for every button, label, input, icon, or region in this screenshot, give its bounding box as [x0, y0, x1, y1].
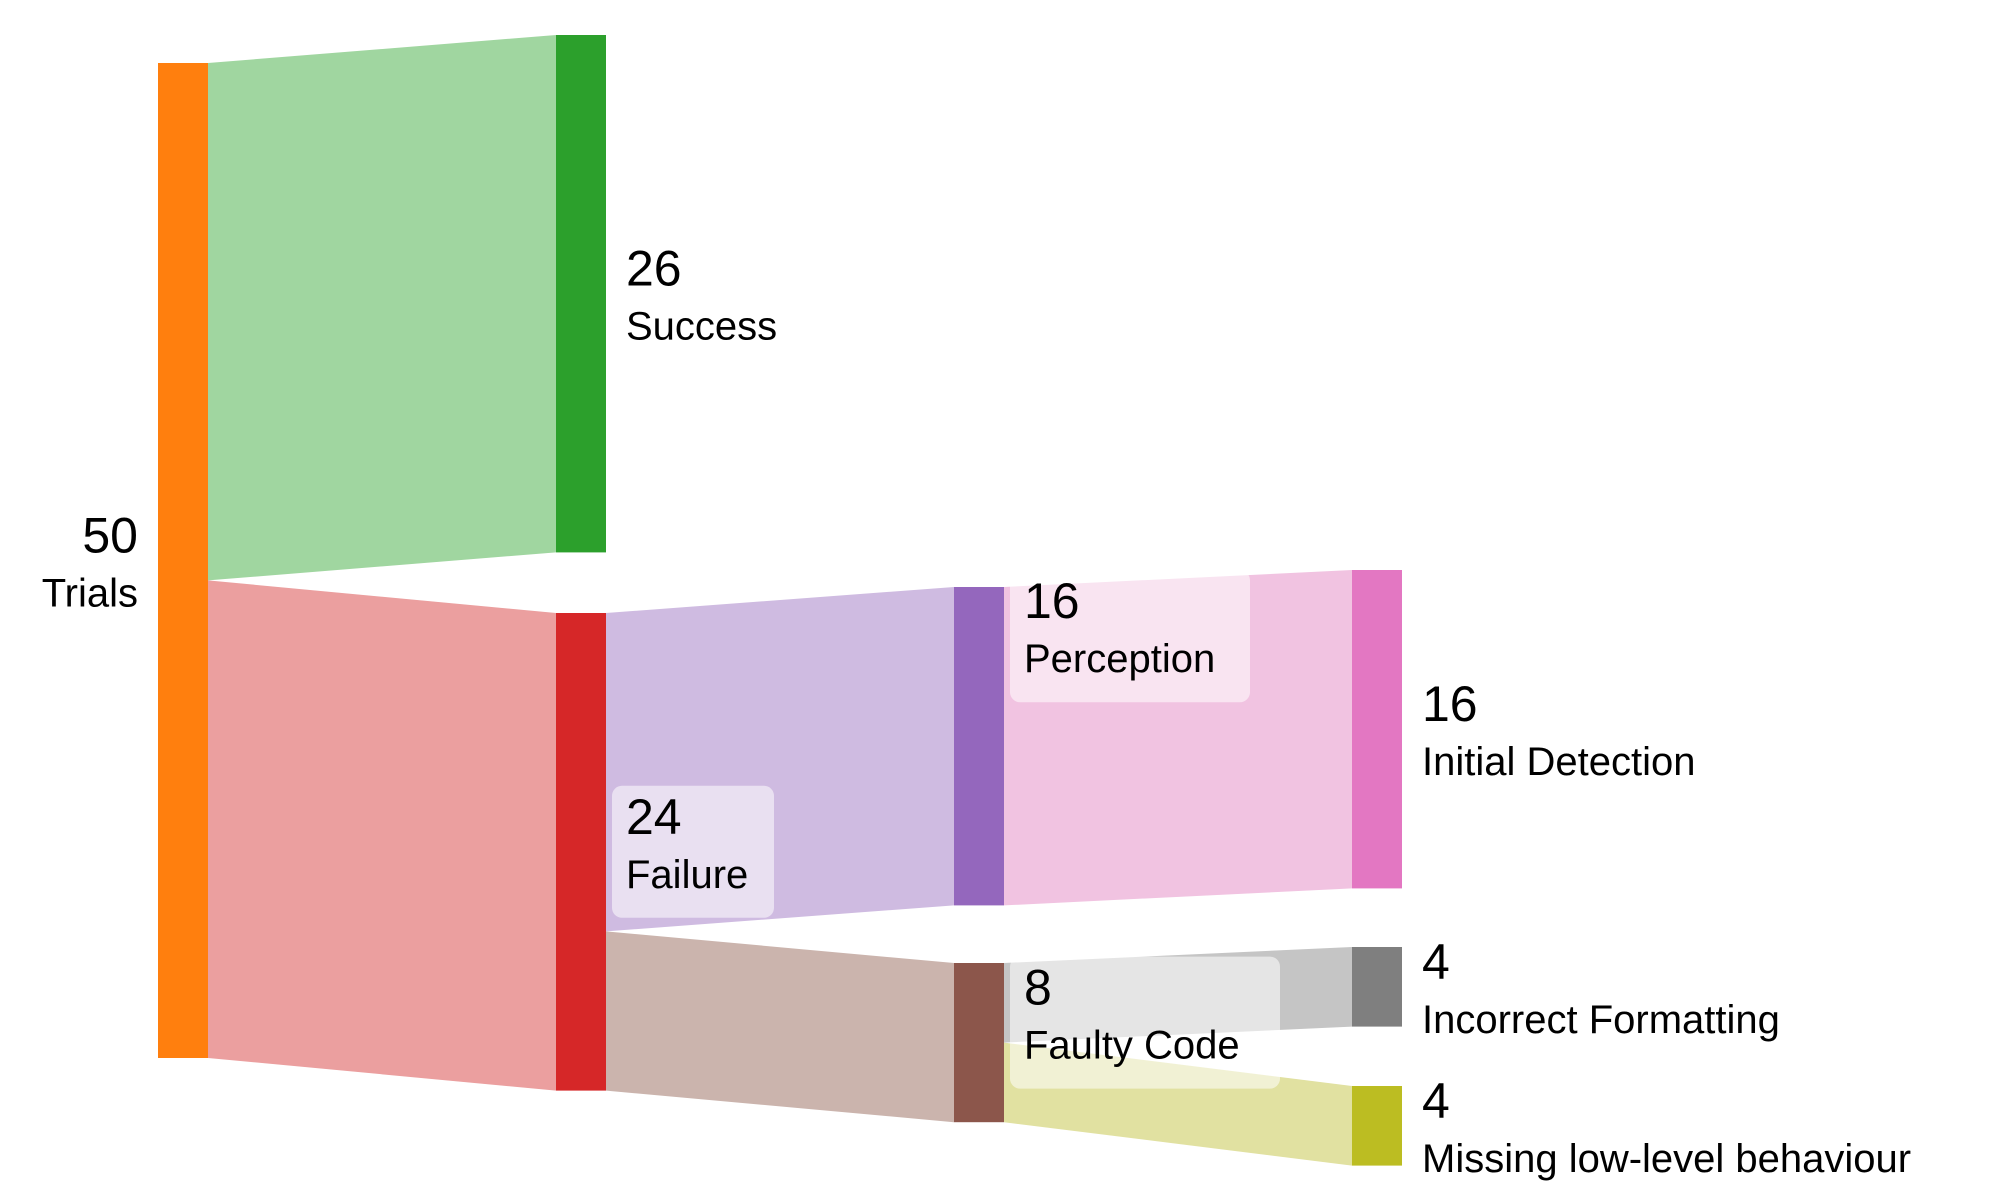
link-trials-to-success [208, 35, 556, 581]
node-value: 50 [82, 508, 138, 564]
node-value: 8 [1024, 960, 1052, 1016]
label-initial-detection: 16 Initial Detection [1422, 676, 1695, 784]
label-faulty-code: 8 Faulty Code [1010, 956, 1280, 1089]
node-name: Faulty Code [1024, 1024, 1240, 1068]
label-trials: 50 Trials [42, 508, 138, 616]
node-perception [954, 587, 1004, 906]
node-value: 4 [1422, 1073, 1450, 1129]
node-initial-detection [1352, 570, 1402, 889]
node-faulty-code [954, 963, 1004, 1123]
link-trials-to-failure [208, 580, 556, 1091]
node-value: 4 [1422, 934, 1450, 990]
node-name: Initial Detection [1422, 740, 1695, 784]
label-success: 26 Success [626, 241, 777, 349]
node-success [556, 35, 606, 553]
node-name: Failure [626, 853, 748, 897]
node-value: 26 [626, 241, 682, 297]
labels-layer: 50 Trials 26 Success 24 Failure 16 Perception 8 F… [42, 241, 1911, 1181]
label-perception: 16 Perception [1010, 570, 1250, 703]
node-name: Perception [1024, 637, 1215, 681]
label-incorrect-formatting: 4 Incorrect Formatting [1422, 934, 1780, 1042]
node-name: Trials [42, 572, 138, 616]
label-background [1010, 956, 1280, 1089]
label-failure: 24 Failure [612, 785, 774, 918]
node-missing-low-level [1352, 1086, 1402, 1166]
node-name: Success [626, 305, 777, 349]
node-value: 16 [1422, 676, 1478, 732]
label-background [1010, 570, 1250, 703]
link-failure-to-faulty-code [606, 931, 954, 1123]
node-value: 16 [1024, 573, 1080, 629]
label-background [612, 785, 774, 918]
nodes-layer [158, 35, 1402, 1166]
node-failure [556, 613, 606, 1091]
node-value: 24 [626, 789, 682, 845]
node-name: Missing low-level behaviour [1422, 1137, 1911, 1181]
label-missing-low-level: 4 Missing low-level behaviour [1422, 1073, 1911, 1181]
node-incorrect-formatting [1352, 947, 1402, 1027]
node-trials [158, 63, 208, 1058]
node-name: Incorrect Formatting [1422, 998, 1780, 1042]
